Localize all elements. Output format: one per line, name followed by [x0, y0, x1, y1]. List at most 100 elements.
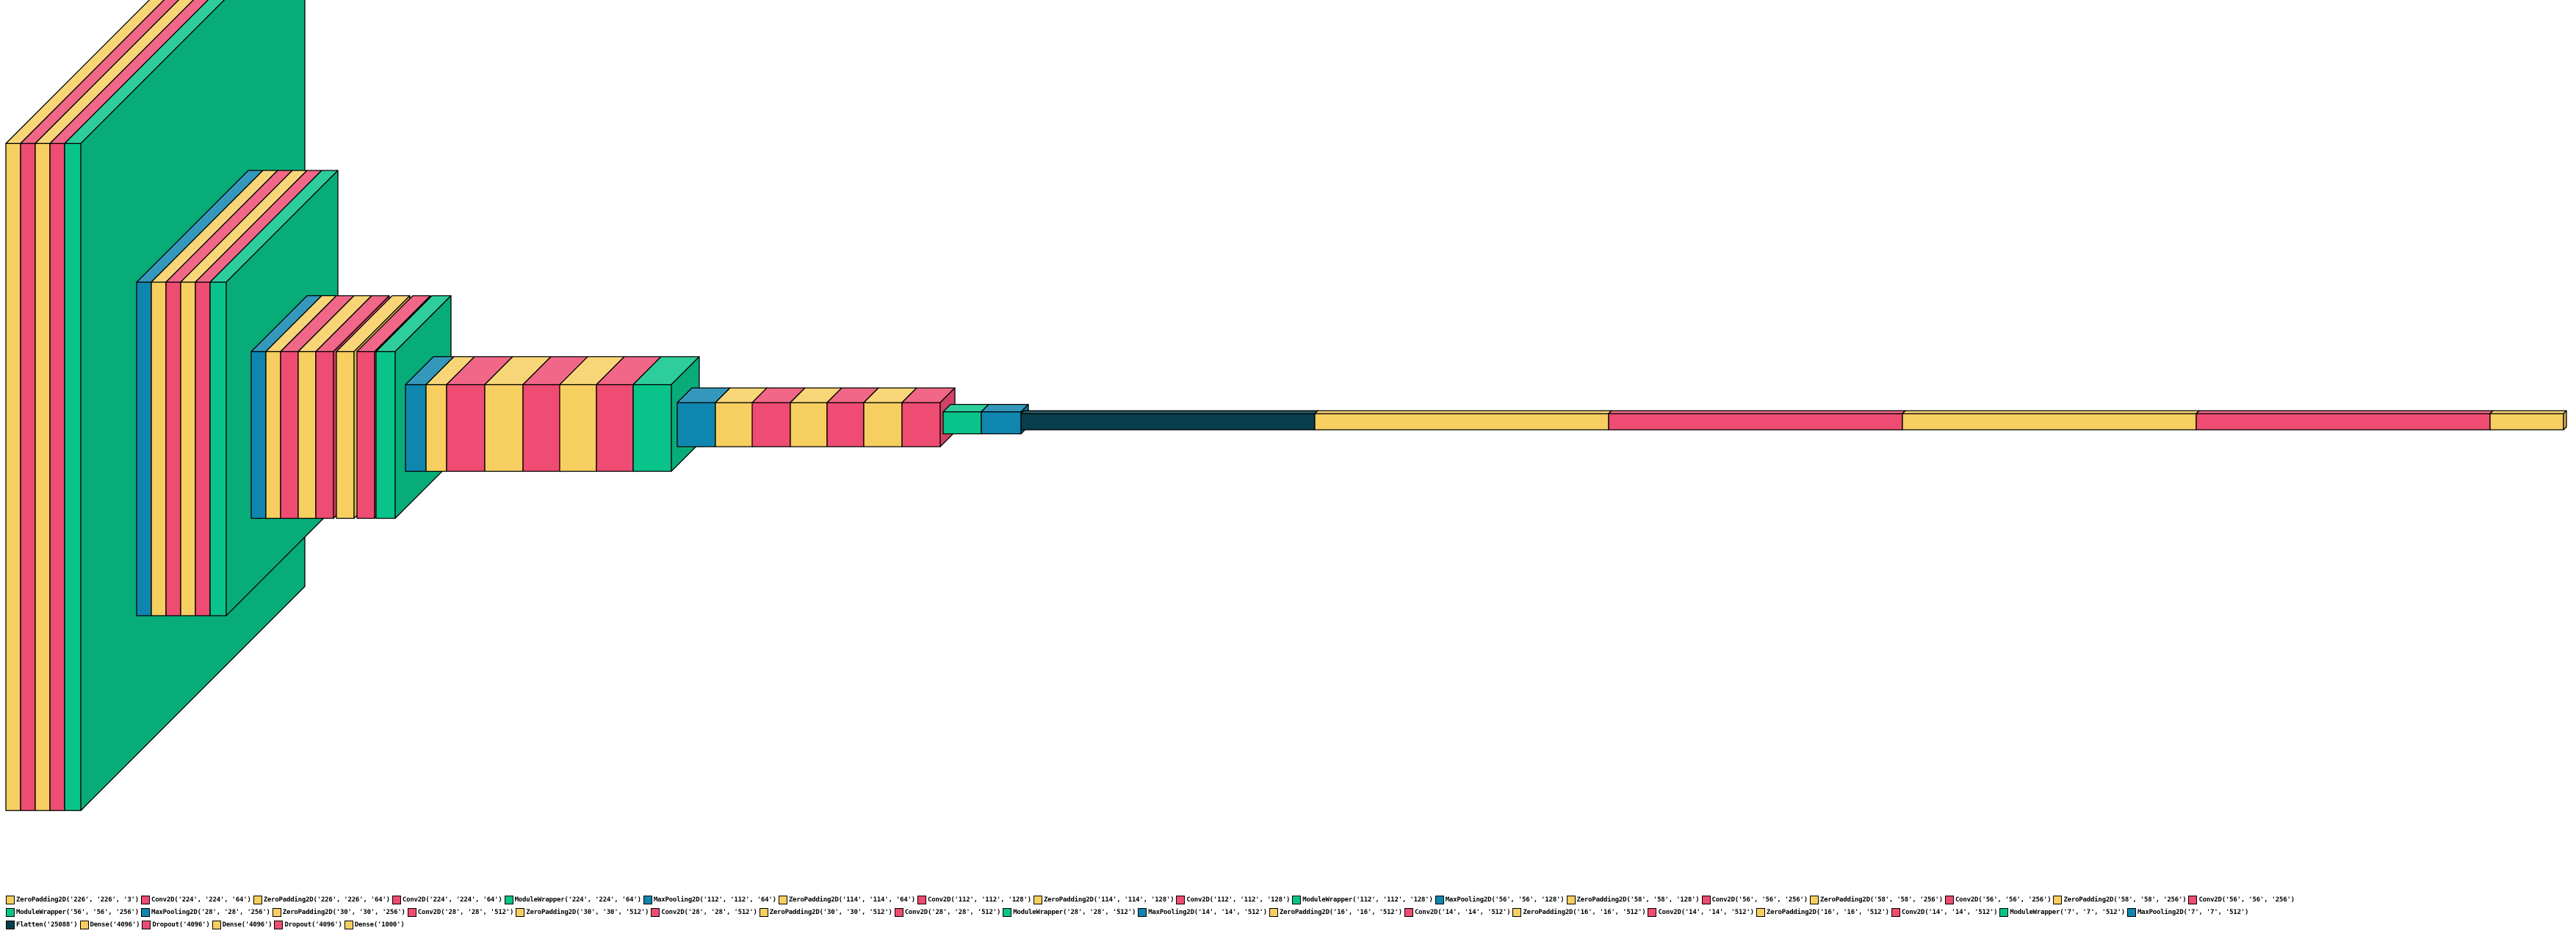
legend-swatch [1944, 895, 1954, 904]
legend-item: ModuleWrapper('7', '7', '512') [1999, 907, 2125, 917]
layer-top [1314, 410, 1612, 414]
legend-item: Conv2D('56', '56', '256') [1944, 895, 2052, 904]
layer-front [2196, 413, 2491, 431]
legend-row-3: Flatten('25088') Dense('4096') Dropout('40… [6, 918, 2573, 931]
legend-item: Conv2D('28', '28', '512') [407, 907, 514, 917]
layer-front [405, 384, 427, 472]
legend-swatch [1269, 907, 1278, 917]
layer-top [981, 403, 1029, 413]
legend-label: Conv2D('28', '28', '512') [661, 908, 757, 916]
legend-swatch [272, 907, 281, 917]
legend-item: Conv2D('14', '14', '512') [1404, 907, 1511, 917]
legend-item: ModuleWrapper('56', '56', '256') [6, 907, 139, 917]
layer-top [20, 0, 180, 144]
legend-label: ZeroPadding2D('30', '30', '256') [282, 908, 405, 916]
legend-swatch [1138, 907, 1147, 917]
legend-swatch [79, 920, 89, 929]
legend-label: Conv2D('28', '28', '512') [417, 908, 514, 916]
legend-label: Conv2D('14', '14', '512') [1901, 908, 1998, 916]
layer-front [790, 402, 828, 447]
legend-item: ZeroPadding2D('30', '30', '512') [516, 907, 649, 917]
layer-front [901, 402, 941, 447]
legend-swatch [6, 907, 15, 917]
legend-swatch [253, 895, 262, 904]
layer-front [165, 281, 181, 616]
layer-front [375, 350, 396, 519]
layer-top [35, 0, 195, 144]
legend-label: Conv2D('224', '224', '64') [151, 896, 251, 904]
legend-label: ModuleWrapper('112', '112', '128') [1302, 896, 1433, 904]
legend-swatch [1566, 895, 1576, 904]
legend-item: ZeroPadding2D('16', '16', '512') [1269, 907, 1402, 917]
legend-label: ZeroPadding2D('226', '226', '64') [263, 896, 390, 904]
layer-top [1902, 410, 2200, 414]
legend-label: ZeroPadding2D('16', '16', '512') [1523, 908, 1646, 916]
legend-label: ZeroPadding2D('58', '58', '128') [1576, 896, 1700, 904]
legend-label: Dropout('4096') [284, 921, 342, 929]
layer-front [209, 281, 227, 616]
legend-label: ZeroPadding2D('58', '58', '256') [1819, 896, 1943, 904]
legend-label: Conv2D('14', '14', '512') [1658, 908, 1754, 916]
layer-front [297, 350, 317, 519]
legend-label: ModuleWrapper('224', '224', '64') [514, 896, 641, 904]
legend-label: Conv2D('14', '14', '512') [1414, 908, 1511, 916]
legend-swatch [778, 895, 787, 904]
layer-front [715, 402, 754, 447]
legend-item: ZeroPadding2D('226', '226', '3') [6, 895, 139, 904]
layer-front [151, 281, 167, 616]
legend-label: ZeroPadding2D('30', '30', '512') [769, 908, 892, 916]
legend-item: Conv2D('14', '14', '512') [1648, 907, 1754, 917]
layer-front [356, 350, 375, 519]
legend-item: ModuleWrapper('112', '112', '128') [1292, 895, 1433, 904]
legend-swatch [142, 920, 151, 929]
legend-label: MaxPooling2D('56', '56', '128') [1445, 896, 1565, 904]
legend-label: Dense('4096') [90, 921, 140, 929]
legend-label: ModuleWrapper('7', '7', '512') [2010, 908, 2125, 916]
legend-swatch [2188, 895, 2198, 904]
layer-front [863, 402, 903, 447]
legend-item: Conv2D('112', '112', '128') [1176, 895, 1291, 904]
legend-item: MaxPooling2D('14', '14', '512') [1138, 907, 1267, 917]
legend-item: Dense('4096') [79, 920, 140, 929]
legend-swatch [1435, 895, 1444, 904]
legend-swatch [516, 907, 525, 917]
layer-front [49, 143, 65, 811]
legend-swatch [141, 907, 150, 917]
legend-swatch [917, 895, 927, 904]
layer-front [942, 411, 982, 435]
legend-label: MaxPooling2D('112', '112', '64') [653, 896, 776, 904]
legend-label: MaxPooling2D('14', '14', '512') [1148, 908, 1267, 916]
layer-front [315, 350, 334, 519]
legend-swatch [141, 895, 150, 904]
legend-item: ZeroPadding2D('58', '58', '256') [1809, 895, 1943, 904]
legend-swatch [1701, 895, 1711, 904]
layer-front [446, 384, 486, 472]
layer-top [5, 0, 165, 144]
legend-swatch [643, 895, 652, 904]
legend-label: Conv2D('112', '112', '128') [1186, 896, 1291, 904]
legend-item: Conv2D('112', '112', '128') [917, 895, 1031, 904]
legend-label: ModuleWrapper('56', '56', '256') [16, 908, 139, 916]
legend-swatch [1292, 895, 1302, 904]
layer-front [632, 384, 672, 472]
legend-item: Conv2D('56', '56', '256') [2188, 895, 2295, 904]
layer-front [1020, 413, 1316, 431]
legend-item: Dropout('4096') [274, 920, 342, 929]
legend-swatch [1999, 907, 2009, 917]
layer-top [1608, 410, 1906, 414]
legend-swatch [894, 907, 903, 917]
legend-swatch [1033, 895, 1042, 904]
layer-front [981, 411, 1022, 435]
legend-swatch [759, 907, 768, 917]
legend-swatch [1404, 907, 1413, 917]
layer-front [336, 350, 355, 519]
legend-swatch [392, 895, 401, 904]
legend-item: Conv2D('14', '14', '512') [1891, 907, 1998, 917]
legend-item: ZeroPadding2D('226', '226', '64') [253, 895, 390, 904]
layer-front [250, 350, 267, 519]
legend-swatch [274, 920, 284, 929]
legend-item: ZeroPadding2D('114', '114', '64') [778, 895, 915, 904]
legend-swatch [504, 895, 513, 904]
legend-label: Dense('1000') [354, 921, 405, 929]
legend-item: Conv2D('56', '56', '256') [1701, 895, 1808, 904]
